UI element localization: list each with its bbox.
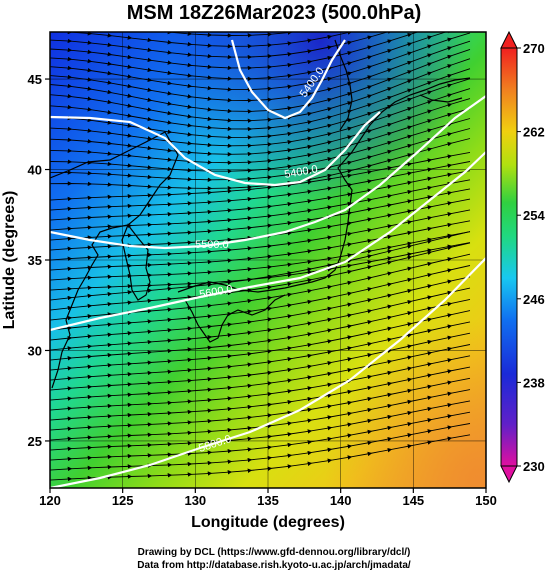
map-title: MSM 18Z26Mar2023 (500.0hPa)	[126, 2, 422, 24]
x-tick-label: 130	[184, 493, 206, 508]
x-tick-label: 135	[257, 493, 279, 508]
colorbar-scale	[500, 47, 518, 467]
streamline	[50, 434, 471, 482]
colorbar-tick-label: 254	[523, 208, 545, 223]
y-axis-ticks: 45 40 35 30 25	[28, 72, 50, 449]
colorbar-tick-label: 262	[523, 125, 545, 140]
x-axis-ticks: 120 125 130 135 140 145 150	[39, 488, 497, 508]
colorbar-tick-label: 246	[523, 292, 545, 307]
contour-label: 5500.0	[195, 239, 229, 251]
x-axis-label: Longitude (degrees)	[191, 514, 345, 531]
colorbar-tick-label: 230	[523, 459, 545, 474]
credit-drawing: Drawing by DCL (https://www.gfd-dennou.o…	[137, 547, 411, 558]
y-tick-label: 25	[28, 434, 42, 449]
colorbar-tick-label: 270	[523, 41, 545, 56]
colorbar-tick-label: 238	[523, 375, 545, 390]
y-tick-label: 45	[28, 72, 42, 87]
temperature-field: 5400.0 5400.0 5500.0 5600.0 5800.0	[50, 32, 486, 488]
colorbar-max-arrow	[500, 30, 518, 49]
y-tick-label: 40	[28, 163, 42, 178]
contour-label: 5400.0	[283, 163, 318, 181]
wind-streamlines	[50, 32, 471, 482]
x-tick-label: 125	[112, 493, 134, 508]
x-tick-label: 150	[475, 493, 497, 508]
contour-label: 5600.0	[198, 283, 233, 301]
colorbar: 270 262 254 246 238 230	[500, 30, 545, 484]
x-tick-label: 140	[330, 493, 352, 508]
x-tick-label: 145	[402, 493, 424, 508]
x-tick-label: 120	[39, 493, 61, 508]
y-tick-label: 35	[28, 253, 42, 268]
y-tick-label: 30	[28, 343, 42, 358]
credit-data: Data from http://database.rish.kyoto-u.a…	[137, 560, 411, 571]
streamline	[67, 32, 453, 38]
height-contours	[50, 39, 486, 488]
colorbar-min-arrow	[500, 465, 518, 484]
y-axis-label: Latitude (degrees)	[1, 191, 18, 330]
